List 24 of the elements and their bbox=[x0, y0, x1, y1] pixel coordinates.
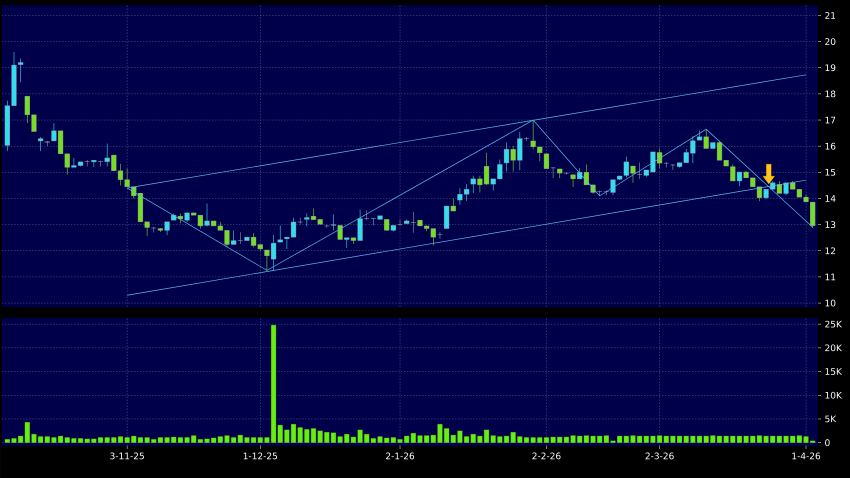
x-tick-label: 1-4-26 bbox=[792, 452, 820, 460]
x-tick-label: 2-2-26 bbox=[532, 452, 561, 460]
x-tick-label: 2-1-26 bbox=[386, 452, 414, 460]
y-tick-label: 5K bbox=[825, 416, 836, 422]
y-tick-label: 21 bbox=[825, 12, 836, 19]
y-tick-label: 20 bbox=[825, 38, 836, 45]
x-tick-label: 3-11-25 bbox=[110, 452, 144, 460]
x-tick-label: 2-3-26 bbox=[646, 452, 674, 460]
y-tick-label: 11 bbox=[826, 274, 836, 280]
y-tick-label: 12 bbox=[826, 247, 836, 254]
y-tick-label: 20K bbox=[825, 344, 842, 352]
y-tick-label: 13 bbox=[826, 221, 836, 228]
y-tick-label: 10K bbox=[826, 392, 842, 399]
y-tick-label: 0 bbox=[825, 439, 830, 446]
y-tick-label: 25K bbox=[825, 320, 842, 328]
y-tick-label: 19 bbox=[826, 64, 836, 72]
y-tick-label: 17 bbox=[826, 116, 836, 124]
x-tick-label: 1-12-25 bbox=[244, 452, 278, 460]
y-tick-label: 16 bbox=[826, 142, 836, 150]
y-tick-label: 15 bbox=[826, 168, 836, 176]
y-tick-label: 10 bbox=[826, 300, 836, 306]
y-tick-label: 14 bbox=[826, 195, 836, 202]
y-tick-label: 18 bbox=[826, 90, 836, 98]
y-tick-label: 15K bbox=[826, 368, 842, 375]
